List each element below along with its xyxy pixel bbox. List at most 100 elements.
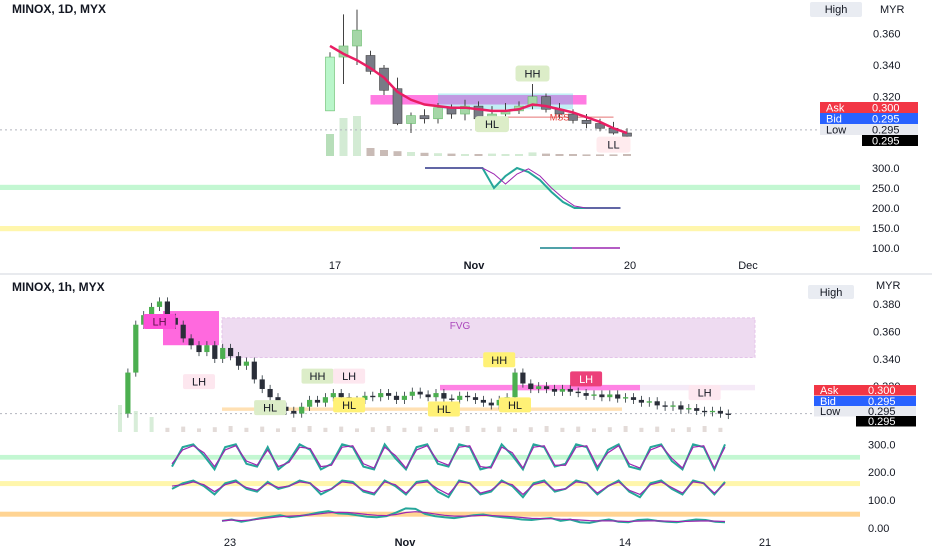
- hourly-volume-bar: [133, 411, 138, 432]
- daily-volume-bar: [366, 148, 375, 156]
- hourly-candle-body: [267, 388, 273, 398]
- hourly-x-axis: 23 Nov 14 21: [224, 537, 771, 549]
- hourly-volume-bar: [671, 428, 675, 432]
- daily-high-button-label: High: [825, 4, 848, 16]
- oscillator-1-y-axis: 300.0 250.0 200.0 150.0 100.0: [872, 163, 900, 255]
- hourly-volume-bar: [702, 426, 707, 432]
- hourly-pane-title: MINOX, 1h, MYX: [12, 280, 105, 294]
- hourly-candle-body: [212, 345, 218, 359]
- hourly-candle-body: [362, 395, 368, 400]
- hourly-structure-label: LH: [192, 377, 206, 389]
- hourly-candle-body: [204, 345, 210, 353]
- daily-volume-bar: [528, 152, 537, 156]
- hourly-high-button[interactable]: [808, 285, 854, 299]
- hourly-candle-body: [551, 388, 558, 392]
- hourly-volume-bar: [497, 426, 502, 432]
- hourly-structure-badge: [254, 400, 287, 416]
- hourly-candle-body: [488, 402, 494, 406]
- hourly-price-box-label-bg: [814, 385, 856, 396]
- hourly-volume-bar: [355, 428, 359, 432]
- daily-price-box-label: Ask: [826, 103, 845, 115]
- daily-volume-bar: [542, 153, 550, 156]
- hourly-fvg-zone: [221, 317, 756, 359]
- daily-y-tick: 0.340: [873, 60, 901, 72]
- daily-volume-bar: [434, 153, 442, 156]
- daily-price-box-label-bg: [820, 124, 862, 135]
- daily-volume-bar: [326, 134, 334, 156]
- hourly-candle-body: [164, 301, 170, 318]
- hourly-structure-label: LH: [152, 316, 166, 328]
- hourly-candle-body: [180, 324, 186, 339]
- hourly-oscillator-pane: 300.0 200.0 100.0 0.00: [0, 439, 896, 535]
- hourly-volume-bar: [386, 426, 391, 432]
- hourly-price-box-label-bg: [814, 406, 856, 417]
- hourly-candle-body: [472, 397, 479, 400]
- daily-price-box-value: 0.295: [872, 114, 900, 126]
- daily-volume-bar: [555, 154, 564, 156]
- hourly-volume-bar: [339, 426, 344, 432]
- hourly-candle-body: [378, 393, 384, 398]
- daily-volume-bar: [447, 153, 456, 156]
- hourly-volume-bar: [718, 427, 723, 432]
- daily-volume-bar: [407, 152, 415, 156]
- hourly-candle-body: [654, 401, 660, 406]
- hourly-candle-body: [235, 356, 242, 366]
- oscillator-2-series-line: [171, 481, 726, 496]
- hourly-volume-bar: [449, 427, 454, 432]
- hourly-candle-body: [686, 408, 692, 410]
- daily-volume-bars: [326, 116, 631, 156]
- daily-high-button[interactable]: [810, 2, 862, 17]
- daily-candle-body: [622, 132, 632, 137]
- hourly-structure-label: HH: [310, 371, 326, 383]
- daily-volume-bar: [515, 154, 523, 156]
- hourly-candle-body: [338, 393, 344, 398]
- hourly-structure-label: HL: [342, 400, 356, 412]
- hourly-candle-body: [291, 410, 297, 414]
- daily-x-axis: 17 Nov 20 Dec: [329, 260, 758, 272]
- hourly-candle-body: [559, 388, 565, 392]
- hourly-structure-badge: [499, 397, 531, 413]
- hourly-candle-body: [243, 361, 249, 366]
- oscillator-2-band: [0, 454, 860, 460]
- daily-x-tick: Nov: [464, 260, 486, 272]
- hourly-volume-bar: [307, 426, 312, 432]
- daily-structure-badge: [596, 136, 631, 153]
- oscillator-1-y-tick: 250.0: [872, 183, 900, 195]
- oscillator-1-y-tick: 100.0: [872, 243, 900, 255]
- hourly-structure-badge: [570, 371, 603, 387]
- oscillator-1-band: [0, 184, 860, 190]
- hourly-candle-body: [662, 405, 668, 407]
- hourly-price-box-value-bg: [856, 396, 916, 407]
- daily-candle-body: [433, 107, 443, 120]
- hourly-candle-body: [591, 394, 597, 396]
- daily-pane-title: MINOX, 1D, MYX: [12, 2, 106, 16]
- hourly-candle-body: [251, 361, 257, 380]
- hourly-candle-body: [370, 395, 376, 398]
- hourly-candle-body: [638, 399, 644, 403]
- hourly-volume-bar: [165, 427, 170, 432]
- hourly-volume-bar: [118, 405, 122, 432]
- hourly-zones: FVG: [0, 311, 860, 415]
- hourly-candle-body: [709, 410, 716, 413]
- hourly-volume-bar: [244, 427, 249, 432]
- hourly-candle-body: [528, 383, 534, 389]
- hourly-volume-bar: [149, 417, 154, 432]
- daily-structure-label: HH: [525, 68, 541, 80]
- hourly-candle-body: [536, 386, 542, 389]
- daily-price-box-value-bg: [862, 102, 918, 113]
- hourly-orange-zone: [222, 407, 622, 411]
- hourly-candle-body: [228, 347, 234, 357]
- hourly-structure-label: HL: [263, 403, 277, 415]
- hourly-price-box-label: Low: [820, 406, 840, 418]
- hourly-candle-body: [480, 399, 486, 403]
- hourly-candle-body: [196, 345, 202, 353]
- daily-price-pane: MINOX, 1D, MYX High MYR 0.3600.3400.320 …: [0, 2, 918, 156]
- hourly-structure-label: HL: [508, 400, 522, 412]
- daily-volume-bar: [623, 154, 631, 156]
- hourly-candle-body: [299, 406, 305, 414]
- hourly-volume-bar: [465, 426, 470, 432]
- hourly-volume-bar: [197, 428, 201, 432]
- daily-structure-badge: [475, 116, 509, 133]
- hourly-volume-bar: [607, 427, 612, 432]
- hourly-candle-body: [702, 410, 708, 413]
